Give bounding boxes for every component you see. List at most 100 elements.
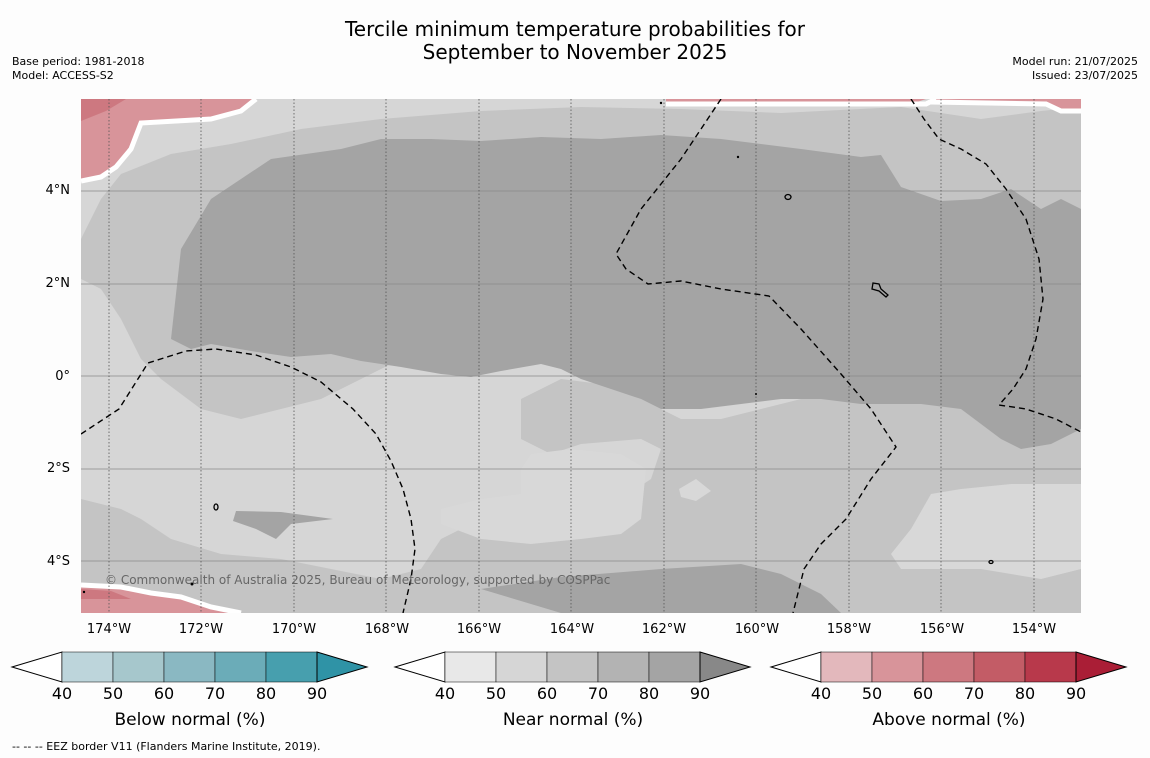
islands (213, 193, 994, 565)
colorbar-above-normal (769, 651, 1128, 683)
cbar-above-tick-60: 60 (912, 684, 934, 703)
cbar-above-tick-80: 80 (1014, 684, 1036, 703)
colorbar-below-normal (10, 651, 369, 683)
lat-label-2s: 2°S (46, 461, 70, 476)
copyright-note: © Commonwealth of Australia 2025, Bureau… (105, 573, 611, 587)
eez-footnote: -- -- -- EEZ border V11 (Flanders Marine… (12, 740, 321, 753)
island-dot-d (190, 582, 194, 586)
cbar-near-seg-40 (444, 651, 497, 683)
lon-label-160w: 160°W (734, 622, 780, 637)
longitude-gridlines (108, 99, 1035, 613)
cbar-below-seg-50 (112, 651, 165, 683)
lon-label-156w: 156°W (919, 622, 965, 637)
cbar-above-max-arrow (1075, 651, 1128, 683)
cbar-above-title: Above normal (%) (872, 710, 1026, 730)
lat-label-2n: 2°N (45, 276, 71, 291)
cbar-above-tick-90: 90 (1065, 684, 1087, 703)
near-normal-70-region (171, 135, 1081, 449)
cbar-near-tick-90: 90 (689, 684, 711, 703)
cbar-below-tick-80: 80 (255, 684, 277, 703)
lat-label-4n: 4°N (45, 183, 71, 198)
lon-label-154w: 154°W (1011, 622, 1057, 637)
map-panel (81, 99, 1081, 613)
cbar-near-tick-50: 50 (485, 684, 507, 703)
cbar-below-tick-90: 90 (306, 684, 328, 703)
cbar-near-seg-60 (546, 651, 599, 683)
lon-label-158w: 158°W (826, 622, 872, 637)
lon-label-172w: 172°W (178, 622, 224, 637)
cbar-above-seg-50 (871, 651, 924, 683)
cbar-below-seg-70 (214, 651, 267, 683)
base-period: Base period: 1981-2018 (12, 55, 145, 68)
cbar-above-seg-80 (1024, 651, 1077, 683)
white-boundary-ne (666, 99, 1081, 114)
cbar-below-tick-60: 60 (153, 684, 175, 703)
cbar-near-seg-50 (495, 651, 548, 683)
map-title: Tercile minimum temperature probabilitie… (0, 18, 1150, 64)
cbar-above-seg-40 (820, 651, 873, 683)
meta-left: Base period: 1981-2018 Model: ACCESS-S2 (12, 55, 144, 83)
cbar-above-min-arrow (769, 651, 822, 683)
lon-label-162w: 162°W (641, 622, 687, 637)
cbar-near-tick-70: 70 (587, 684, 609, 703)
eez-border-west (81, 348, 416, 613)
cbar-above-seg-60 (922, 651, 975, 683)
island-small-b (988, 559, 994, 565)
island-small-a (213, 503, 219, 511)
near-normal-40-patch-c (891, 484, 1081, 579)
white-boundary-sw (81, 582, 242, 613)
above-normal-50-nw (81, 99, 256, 181)
eez-borders (81, 99, 1081, 613)
cbar-near-max-arrow (699, 651, 752, 683)
cbar-near-tick-80: 80 (638, 684, 660, 703)
lon-label-168w: 168°W (364, 622, 410, 637)
lon-label-174w: 174°W (86, 622, 132, 637)
island-dot-b (736, 155, 740, 159)
cbar-near-tick-60: 60 (536, 684, 558, 703)
lat-label-0: 0° (55, 369, 70, 384)
cbar-above-tick-70: 70 (963, 684, 985, 703)
cbar-near-seg-70 (597, 651, 650, 683)
island-dot-c (755, 393, 757, 395)
cbar-below-seg-40 (61, 651, 114, 683)
title-line-2: September to November 2025 (422, 40, 728, 64)
issued-date: Issued: 23/07/2025 (1031, 69, 1138, 82)
cbar-below-max-arrow (316, 651, 369, 683)
cbar-below-seg-60 (163, 651, 216, 683)
model-name: Model: ACCESS-S2 (12, 69, 114, 82)
eez-border-east (910, 99, 1081, 433)
near-normal-70-patch (233, 511, 333, 539)
cbar-above-tick-50: 50 (861, 684, 883, 703)
island-jarvis (871, 282, 889, 298)
near-normal-40-patch-a (441, 449, 646, 544)
above-normal-60-nw (81, 99, 126, 121)
cbar-below-title: Below normal (%) (114, 710, 266, 730)
cbar-below-min-arrow (10, 651, 63, 683)
cbar-near-min-arrow (393, 651, 446, 683)
model-run: Model run: 21/07/2025 (1012, 55, 1138, 68)
title-line-1: Tercile minimum temperature probabilitie… (344, 17, 806, 41)
near-normal-40-patch-b (679, 479, 711, 501)
cbar-below-seg-80 (265, 651, 318, 683)
cbar-near-seg-80 (648, 651, 701, 683)
lon-label-164w: 164°W (549, 622, 595, 637)
cbar-above-tick-40: 40 (810, 684, 832, 703)
lon-label-170w: 170°W (271, 622, 317, 637)
lon-label-166w: 166°W (456, 622, 502, 637)
cbar-below-tick-50: 50 (102, 684, 124, 703)
cbar-near-tick-40: 40 (434, 684, 456, 703)
map-svg (81, 99, 1081, 613)
cbar-above-seg-70 (973, 651, 1026, 683)
cbar-below-tick-70: 70 (204, 684, 226, 703)
colorbar-near-normal (393, 651, 752, 683)
meta-right: Model run: 21/07/2025 Issued: 23/07/2025 (1012, 55, 1138, 83)
latitude-gridlines (81, 190, 1081, 562)
cbar-below-tick-40: 40 (51, 684, 73, 703)
cbar-near-title: Near normal (%) (502, 710, 644, 730)
lat-label-4s: 4°S (46, 554, 70, 569)
white-boundary-nw (81, 99, 258, 184)
island-dot-e (82, 590, 86, 594)
island-baker (784, 193, 792, 201)
above-normal-60-sw (81, 589, 131, 599)
island-dot-a (659, 101, 663, 105)
